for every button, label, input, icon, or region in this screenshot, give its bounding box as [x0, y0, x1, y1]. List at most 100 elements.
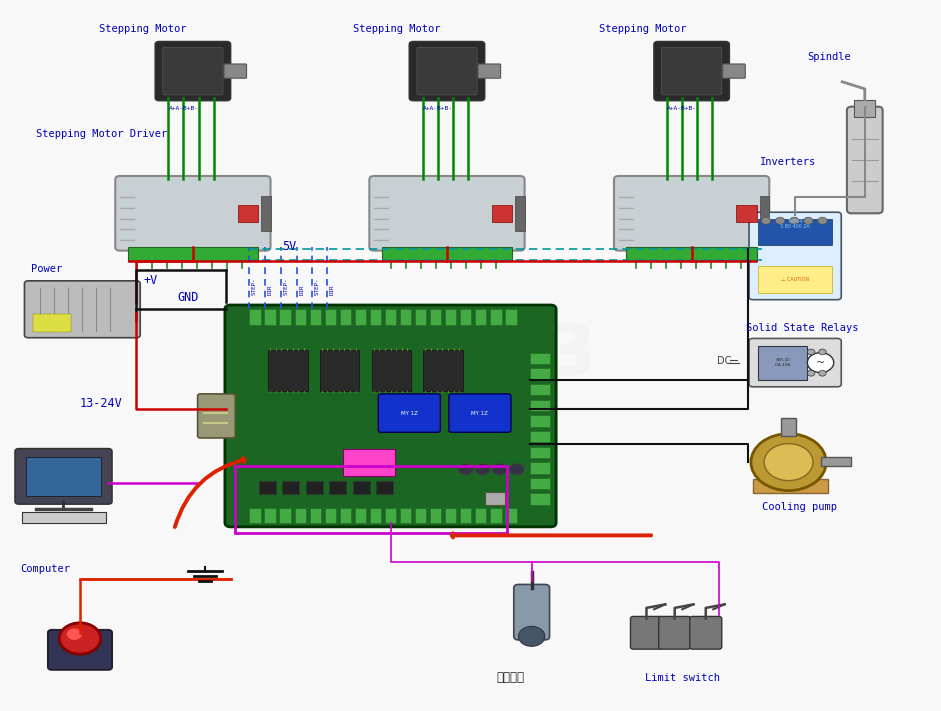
Bar: [264, 309, 276, 325]
Bar: [355, 309, 366, 325]
Circle shape: [223, 412, 226, 414]
Text: Solid State Relays: Solid State Relays: [746, 323, 859, 333]
Bar: [758, 346, 807, 380]
Circle shape: [206, 422, 209, 424]
Bar: [340, 508, 351, 523]
FancyBboxPatch shape: [723, 64, 745, 78]
Bar: [353, 481, 370, 494]
Circle shape: [751, 434, 826, 491]
Bar: [475, 508, 486, 523]
Text: TVF04
3.80 400 2A: TVF04 3.80 400 2A: [780, 218, 810, 230]
Bar: [460, 508, 471, 523]
Bar: [249, 309, 261, 325]
Bar: [781, 418, 796, 436]
Bar: [505, 508, 517, 523]
Text: Power: Power: [31, 264, 62, 274]
Circle shape: [204, 412, 207, 414]
Circle shape: [202, 422, 205, 424]
FancyBboxPatch shape: [163, 47, 223, 95]
Circle shape: [818, 218, 827, 225]
Circle shape: [223, 422, 226, 424]
Circle shape: [819, 349, 826, 355]
FancyBboxPatch shape: [378, 394, 440, 432]
Bar: [445, 508, 456, 523]
Bar: [295, 508, 306, 523]
FancyBboxPatch shape: [409, 41, 485, 100]
Bar: [33, 314, 71, 332]
Circle shape: [221, 412, 224, 414]
FancyBboxPatch shape: [654, 41, 729, 100]
Text: Limit switch: Limit switch: [645, 673, 720, 683]
Text: Stepping Motor: Stepping Motor: [353, 24, 440, 34]
Text: Stepping Motor: Stepping Motor: [599, 24, 687, 34]
Bar: [530, 400, 550, 411]
Bar: [310, 309, 321, 325]
Circle shape: [225, 412, 228, 414]
FancyBboxPatch shape: [417, 47, 477, 95]
Circle shape: [212, 422, 215, 424]
Bar: [516, 196, 524, 231]
Bar: [758, 219, 832, 245]
Bar: [821, 457, 851, 466]
Circle shape: [761, 218, 771, 225]
FancyBboxPatch shape: [155, 41, 231, 100]
Circle shape: [221, 422, 224, 424]
Bar: [306, 481, 323, 494]
Bar: [376, 481, 393, 494]
Bar: [753, 479, 828, 493]
Bar: [400, 508, 411, 523]
Bar: [460, 309, 471, 325]
Text: A+A-B+B-: A+A-B+B-: [667, 106, 697, 111]
Text: ~: ~: [816, 358, 825, 368]
Bar: [325, 508, 336, 523]
FancyBboxPatch shape: [662, 47, 722, 95]
Circle shape: [492, 464, 507, 475]
Circle shape: [217, 422, 220, 424]
FancyBboxPatch shape: [749, 338, 841, 387]
Text: Stepping Motor Driver: Stepping Motor Driver: [36, 129, 167, 139]
Bar: [530, 384, 550, 395]
Text: DIR: DIR: [267, 284, 272, 295]
Circle shape: [764, 444, 813, 481]
FancyBboxPatch shape: [24, 281, 140, 338]
FancyBboxPatch shape: [115, 176, 270, 251]
Circle shape: [59, 623, 101, 654]
Bar: [530, 447, 550, 458]
FancyBboxPatch shape: [749, 212, 841, 300]
Circle shape: [219, 422, 222, 424]
Bar: [310, 508, 321, 523]
Text: DIR: DIR: [299, 284, 304, 295]
Circle shape: [458, 464, 473, 475]
Bar: [445, 309, 456, 325]
Bar: [295, 309, 306, 325]
Bar: [22, 512, 106, 523]
Text: +V: +V: [143, 274, 157, 287]
Bar: [530, 462, 550, 474]
FancyBboxPatch shape: [198, 394, 235, 438]
Circle shape: [807, 353, 834, 373]
Text: 5V: 5V: [282, 240, 296, 253]
Bar: [325, 309, 336, 325]
Text: MACH3: MACH3: [306, 321, 598, 390]
Bar: [279, 309, 291, 325]
Text: DC: DC: [717, 356, 731, 366]
Circle shape: [67, 629, 82, 640]
Bar: [372, 350, 411, 391]
Bar: [490, 309, 502, 325]
Circle shape: [804, 218, 813, 225]
Circle shape: [208, 412, 211, 414]
Circle shape: [214, 412, 216, 414]
Text: STEP-: STEP-: [314, 277, 319, 295]
Bar: [259, 481, 276, 494]
Text: Spindle: Spindle: [807, 53, 851, 63]
Bar: [249, 508, 261, 523]
Bar: [340, 309, 351, 325]
Circle shape: [208, 422, 211, 424]
Bar: [279, 508, 291, 523]
Circle shape: [206, 412, 209, 414]
Circle shape: [775, 218, 785, 225]
Bar: [385, 309, 396, 325]
Bar: [530, 415, 550, 427]
FancyBboxPatch shape: [614, 176, 770, 251]
Text: STEP-: STEP-: [251, 277, 256, 295]
